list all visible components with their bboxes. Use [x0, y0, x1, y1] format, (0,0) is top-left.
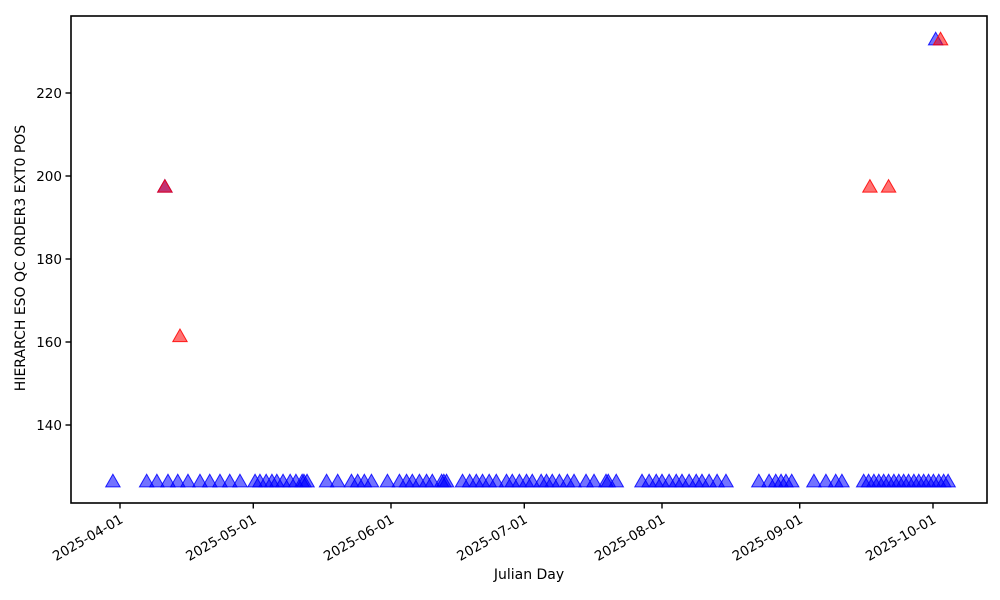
- data-point-marker: [231, 473, 249, 488]
- y-tick-label: 200: [36, 169, 62, 185]
- x-tick-label: 2025-05-01: [183, 512, 259, 565]
- x-tick-label: 2025-04-01: [50, 512, 126, 565]
- data-point-marker: [817, 473, 834, 488]
- data-point-marker: [156, 178, 173, 193]
- y-tick-label: 180: [36, 252, 62, 268]
- data-point-marker: [932, 31, 949, 46]
- data-point-marker: [833, 473, 850, 488]
- data-point-marker: [191, 473, 209, 488]
- x-tick-label: 2025-07-01: [454, 512, 530, 565]
- x-axis-title: Julian Day: [493, 567, 565, 583]
- y-tick-label: 220: [36, 86, 62, 102]
- x-tick-label: 2025-06-01: [321, 512, 397, 565]
- y-axis-title: HIERARCH ESO QC ORDER3 EXT0 POS: [13, 124, 29, 392]
- data-point-marker: [159, 473, 177, 488]
- data-point-marker: [318, 473, 335, 488]
- data-point-marker: [104, 473, 121, 488]
- data-point-marker: [201, 473, 218, 488]
- data-point-marker: [298, 473, 316, 488]
- data-point-marker: [211, 473, 229, 488]
- data-point-marker: [438, 473, 455, 488]
- data-point-marker: [805, 473, 822, 488]
- data-point-marker: [861, 178, 878, 193]
- x-tick-label: 2025-09-01: [730, 512, 806, 565]
- data-point-marker: [363, 473, 380, 488]
- data-point-marker: [488, 473, 505, 488]
- data-point-marker: [379, 473, 396, 488]
- y-tick-label: 160: [36, 335, 62, 351]
- plot-border: [70, 15, 988, 504]
- data-point-marker: [608, 473, 625, 488]
- y-tick-label: 140: [36, 418, 62, 434]
- data-point-marker: [940, 473, 957, 488]
- data-point-marker: [783, 473, 800, 488]
- data-point-marker: [329, 473, 346, 488]
- x-tick-label: 2025-08-01: [592, 512, 668, 565]
- data-point-marker: [179, 473, 197, 488]
- data-point-marker: [138, 473, 155, 488]
- data-point-marker: [585, 473, 603, 488]
- data-point-marker: [221, 473, 238, 488]
- data-point-marker: [750, 473, 767, 488]
- data-point-marker: [148, 473, 165, 488]
- data-point-marker: [169, 473, 186, 488]
- data-point-marker: [880, 178, 897, 193]
- x-tick-label: 2025-10-01: [863, 512, 939, 565]
- data-point-marker: [717, 473, 735, 488]
- data-point-marker: [565, 473, 583, 488]
- data-point-marker: [171, 327, 189, 343]
